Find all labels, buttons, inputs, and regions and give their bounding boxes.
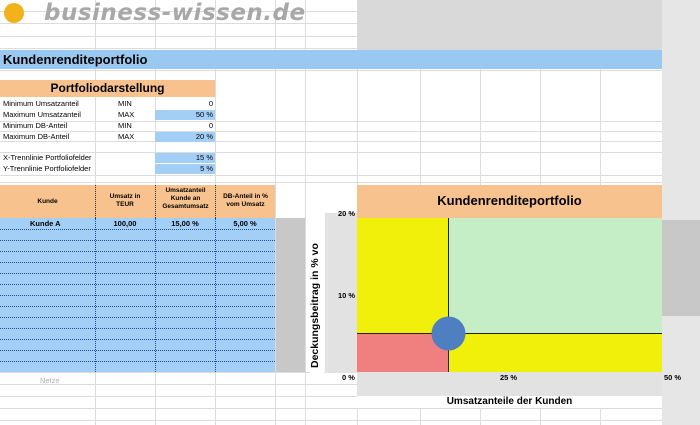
input-cell-bg xyxy=(155,110,215,120)
y-divider-label: Y-Trennlinie Portfoliofelder xyxy=(3,164,91,173)
cell-anteil[interactable]: 15,00 % xyxy=(171,219,199,228)
gray-band-right-mid xyxy=(662,220,700,316)
x-tick-label: 50 % xyxy=(664,373,682,382)
gray-band-xticks xyxy=(357,372,662,396)
y-tick-label: 0 % xyxy=(342,373,355,382)
logo-text: business-wissen.de xyxy=(44,0,306,26)
setting-value[interactable]: 50 % xyxy=(195,110,213,119)
setting-label: Minimum DB-Anteil xyxy=(3,121,68,130)
y-divider-value[interactable]: 5 % xyxy=(200,164,213,173)
gray-band-top xyxy=(357,0,662,50)
gray-band-yticks xyxy=(325,213,358,373)
cell-db[interactable]: 5,00 % xyxy=(233,219,257,228)
logo-dot-icon xyxy=(4,3,24,23)
header-divider xyxy=(155,185,157,218)
header-divider xyxy=(215,185,217,218)
setting-value[interactable]: 20 % xyxy=(195,132,213,141)
column-header-umsatz[interactable]: Umsatz in TEUR xyxy=(109,193,141,208)
chart-title: Kundenrenditeportfolio xyxy=(437,193,582,208)
table-header-bg xyxy=(0,185,275,218)
column-header-db[interactable]: DB-Anteil in % vom Umsatz xyxy=(223,193,268,208)
x-axis-label: Umsatzanteile der Kunden xyxy=(446,396,573,407)
setting-label: Minimum Umsatzanteil xyxy=(3,99,79,108)
y-tick-label: 20 % xyxy=(338,209,356,218)
input-cell-bg xyxy=(155,153,215,163)
setting-key: MAX xyxy=(118,132,135,141)
x-axis-label-bg xyxy=(357,396,662,408)
y-axis-bg xyxy=(310,213,324,373)
table-footer: Netze xyxy=(40,376,60,385)
y-axis-label: Deckungsbeitrag in % vo xyxy=(309,243,321,368)
quadrant-top-right xyxy=(448,218,662,334)
setting-key: MAX xyxy=(118,110,135,119)
x-tick-label: 25 % xyxy=(500,373,518,382)
portfolio-heading: Portfoliodarstellung xyxy=(50,81,165,95)
setting-label: Maximum DB-Anteil xyxy=(3,132,70,141)
data-point-kunde-a xyxy=(431,316,466,351)
quadrant-top-left xyxy=(357,218,449,334)
input-cell-bg xyxy=(155,164,215,174)
input-cell-bg xyxy=(155,132,215,142)
x-divider-label: X-Trennlinie Portfoliofelder xyxy=(3,153,92,162)
setting-label: Maximum Umsatzanteil xyxy=(3,110,81,119)
quadrant-bottom-right xyxy=(448,333,662,372)
setting-value[interactable]: 0 xyxy=(208,99,213,108)
setting-key: MIN xyxy=(118,99,132,108)
setting-key: MIN xyxy=(118,121,132,130)
gray-band-right xyxy=(662,0,700,425)
column-header-kunde[interactable]: Kunde xyxy=(37,198,58,205)
cell-kunde[interactable]: Kunde A xyxy=(30,219,61,228)
column-header-anteil[interactable]: Umsatzanteil Kunde an Gesamtumsatz xyxy=(162,187,209,210)
title-bar xyxy=(0,50,662,69)
page-title: Kundenrenditeportfolio xyxy=(3,52,148,67)
cell-umsatz[interactable]: 100,00 xyxy=(113,219,137,228)
portfolio-heading-bg xyxy=(0,80,215,97)
y-tick-label: 10 % xyxy=(338,291,356,300)
x-divider-value[interactable]: 15 % xyxy=(195,153,213,162)
portfolio-plot xyxy=(357,218,662,372)
setting-value[interactable]: 0 xyxy=(208,121,213,130)
chart-title-bg xyxy=(357,185,662,218)
gray-band-axis xyxy=(276,218,305,372)
header-divider xyxy=(95,185,97,218)
